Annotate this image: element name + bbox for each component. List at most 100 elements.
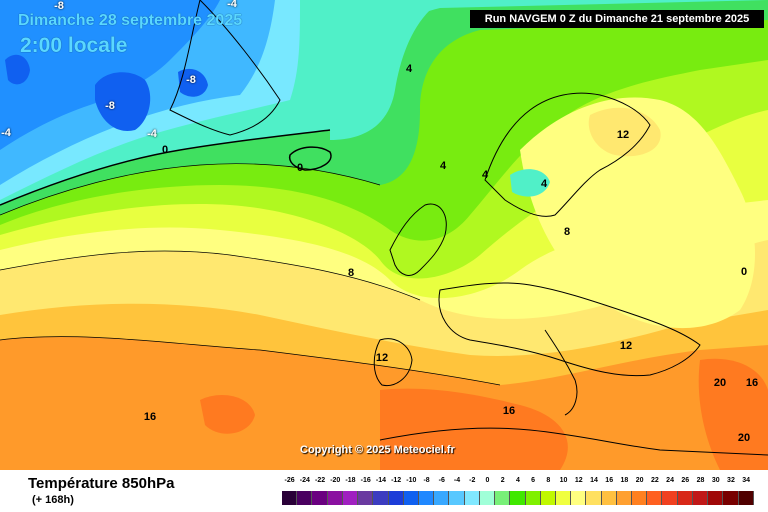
scale-label: -26 <box>284 477 295 484</box>
iberia-coast <box>373 338 413 387</box>
scale-label: 22 <box>650 477 659 484</box>
contour-label: 12 <box>375 352 389 364</box>
scale-label: -4 <box>453 477 461 484</box>
scale-label: -18 <box>345 477 356 484</box>
contour-2 <box>0 163 381 216</box>
scale-label: 6 <box>531 477 536 484</box>
scale-label: 32 <box>727 477 735 484</box>
contour-10 <box>0 250 421 301</box>
scale-swatch <box>723 491 739 505</box>
scale-label: -22 <box>314 477 326 484</box>
scale-swatch <box>342 491 359 505</box>
contour-label: 0 <box>161 144 169 156</box>
contour-label: 16 <box>502 405 516 417</box>
contour-label: 0 <box>296 162 304 174</box>
scale-swatch <box>632 491 648 505</box>
scale-label: 0 <box>485 477 490 484</box>
contour-label: 8 <box>347 267 355 279</box>
fill-east-20 <box>698 358 768 470</box>
scale-swatch <box>692 491 709 505</box>
contour-label: 4 <box>439 160 447 172</box>
scale-swatch <box>358 491 374 505</box>
fill-baltic-teal <box>510 169 550 197</box>
scale-label: 28 <box>696 477 705 484</box>
scale-swatch <box>312 491 328 505</box>
contour-label: 12 <box>619 340 633 352</box>
scale-label: 26 <box>681 477 690 484</box>
scale-swatch <box>510 491 526 505</box>
scale-swatch <box>677 491 693 505</box>
scale-swatch <box>282 491 298 505</box>
fill-neg8-core-3 <box>5 54 30 85</box>
scale-label: 2 <box>500 477 505 484</box>
contour-label: -8 <box>105 100 115 112</box>
fill-africa-20 <box>380 388 568 470</box>
scale-swatch <box>403 491 419 505</box>
scale-swatch <box>495 491 511 505</box>
north-africa-coast <box>379 427 768 456</box>
scale-swatch <box>586 491 602 505</box>
scale-swatch <box>662 491 678 505</box>
scandinavia-coast <box>484 92 651 217</box>
map-canvas <box>0 0 768 470</box>
contour-label: 12 <box>616 129 630 141</box>
scale-swatch <box>555 491 572 505</box>
scale-swatch <box>738 491 754 505</box>
contour-label: -4 <box>147 128 157 140</box>
contour-label: 16 <box>745 377 759 389</box>
scale-swatch <box>540 491 556 505</box>
scale-swatch <box>373 491 389 505</box>
temperature-map: -8 -4 -8 -8 -4 0 0 -4 4 4 4 4 12 8 8 12 … <box>0 0 768 470</box>
color-scale-labels: -26 -24 -22 -20 -18 -16 -14 -12 -10 -8 -6 -4 -2 0 2 4 6 8… <box>282 477 754 489</box>
contour-label: 16 <box>143 411 157 423</box>
contour-label: -8 <box>54 0 64 12</box>
italy-coast <box>544 329 578 416</box>
scale-label: 8 <box>546 477 551 484</box>
color-scale: -26 -24 -22 -20 -18 -16 -14 -12 -10 -8 -6 -4 -2 0 2 4 6 8… <box>282 477 754 507</box>
copyright: Copyright © 2025 Meteociel.fr <box>300 444 455 456</box>
forecast-time: 2:00 locale <box>20 34 128 57</box>
forecast-date: Dimanche 28 septembre 2025 <box>18 12 243 29</box>
contour-16 <box>0 336 501 386</box>
scale-swatch <box>616 491 633 505</box>
contour-label: 8 <box>563 226 571 238</box>
scale-swatch <box>297 491 313 505</box>
scale-label: -6 <box>438 477 445 484</box>
scale-swatch <box>418 491 435 505</box>
scale-swatch <box>571 491 587 505</box>
scale-label: -14 <box>375 477 386 484</box>
scale-label: 20 <box>635 477 644 484</box>
scale-swatch <box>434 491 450 505</box>
continental-europe-coast <box>438 282 701 377</box>
scale-label: 30 <box>711 477 720 484</box>
fill-neg8-core-2 <box>178 68 208 97</box>
fill-atlantic-teal <box>330 10 430 140</box>
scale-swatch <box>464 491 480 505</box>
contour-0 <box>0 129 331 206</box>
scale-label: 34 <box>742 477 751 484</box>
fill-neg8-core <box>95 72 151 131</box>
fill-warm-blob-1 <box>200 395 255 434</box>
contour-label: 4 <box>540 178 548 190</box>
run-info: Run NAVGEM 0 Z du Dimanche 21 septembre … <box>470 10 764 28</box>
iceland-coast <box>288 146 332 171</box>
contour-label: -4 <box>1 127 11 139</box>
scale-swatch <box>525 491 541 505</box>
scale-label: -10 <box>406 477 417 484</box>
contour-label: -8 <box>186 74 196 86</box>
scale-label: -8 <box>423 477 430 484</box>
contour-label: -4 <box>227 0 237 10</box>
scale-label: 18 <box>620 477 629 484</box>
scale-swatch <box>708 491 724 505</box>
scale-label: -24 <box>299 477 310 484</box>
scale-swatch <box>601 491 617 505</box>
scale-swatch <box>647 491 663 505</box>
contour-label: 4 <box>481 169 489 181</box>
scale-swatch <box>388 491 404 505</box>
scale-label: 10 <box>559 477 568 484</box>
scale-label: -20 <box>330 477 341 484</box>
scale-label: 14 <box>590 477 598 484</box>
scale-label: 16 <box>605 477 614 484</box>
contour-label: 0 <box>740 266 748 278</box>
scale-label: 4 <box>515 477 520 484</box>
